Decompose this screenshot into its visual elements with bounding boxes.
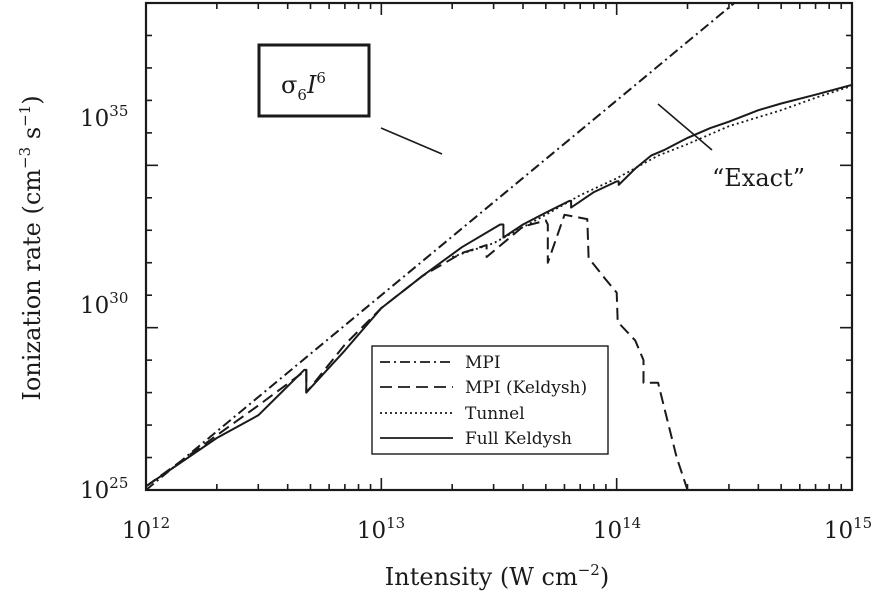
y-axis-label: Ionization rate (cm−3 s−1) — [16, 95, 46, 400]
legend-label-mpi-keldysh: MPI (Keldysh) — [465, 378, 587, 398]
legend-item-mpi: MPI — [380, 353, 501, 373]
x-tick-labels: 1012 1013 1014 1015 — [122, 514, 872, 544]
exact-annotation: “Exact” — [657, 103, 805, 192]
legend-box — [371, 345, 609, 455]
series-group — [146, 3, 852, 490]
legend-label-mpi: MPI — [465, 353, 501, 373]
exact-annotation-pointer — [657, 103, 713, 151]
x-axis-label: Intensity (W cm−2) — [385, 561, 609, 591]
sigma-annotation: σ6I6 — [257, 43, 443, 155]
sigma-annotation-text: σ6I6 — [281, 69, 326, 104]
legend-item-tunnel: Tunnel — [380, 404, 525, 424]
series-tunnel — [451, 85, 852, 258]
y-tick-label-1e35: 1035 — [80, 102, 128, 132]
plot-frame — [144, 1, 854, 492]
y-tick-labels: 1025 1030 1035 — [80, 102, 128, 504]
sigma-annotation-pointer — [380, 127, 443, 155]
x-tick-label-1e15: 1015 — [824, 514, 872, 544]
x-tick-label-1e14: 1014 — [593, 514, 641, 544]
series-mpi-keldysh — [146, 213, 689, 490]
legend-label-tunnel: Tunnel — [465, 404, 525, 424]
legend-item-full-keldysh: Full Keldysh — [380, 429, 572, 449]
x-tick-label-1e12: 1012 — [122, 514, 170, 544]
legend: MPI MPI (Keldysh) Tunnel Full Keldysh — [371, 345, 609, 455]
series-full-keldysh — [146, 83, 852, 488]
y-tick-label-1e30: 1030 — [80, 289, 128, 319]
y-tick-label-1e25: 1025 — [80, 474, 128, 504]
legend-item-mpi-keldysh: MPI (Keldysh) — [380, 378, 587, 398]
x-tick-label-1e13: 1013 — [357, 514, 405, 544]
exact-annotation-text: “Exact” — [712, 164, 805, 192]
sigma-annotation-box — [257, 43, 371, 118]
tick-marks — [145, 2, 853, 491]
legend-label-full-keldysh: Full Keldysh — [465, 429, 572, 449]
